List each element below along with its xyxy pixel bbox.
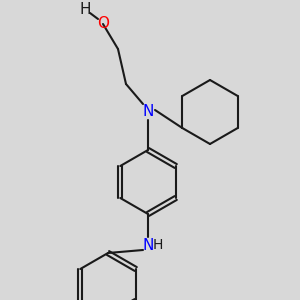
Text: O: O bbox=[97, 16, 109, 32]
Text: N: N bbox=[142, 104, 154, 119]
Text: H: H bbox=[79, 2, 91, 17]
Text: H: H bbox=[153, 238, 163, 252]
Text: N: N bbox=[142, 238, 154, 253]
